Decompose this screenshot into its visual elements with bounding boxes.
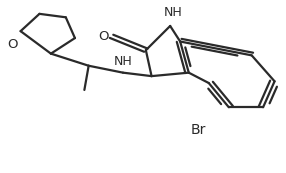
Text: NH: NH (164, 6, 182, 19)
Text: O: O (98, 30, 109, 43)
Text: NH: NH (114, 55, 132, 69)
Text: O: O (7, 38, 17, 52)
Text: Br: Br (191, 123, 206, 137)
